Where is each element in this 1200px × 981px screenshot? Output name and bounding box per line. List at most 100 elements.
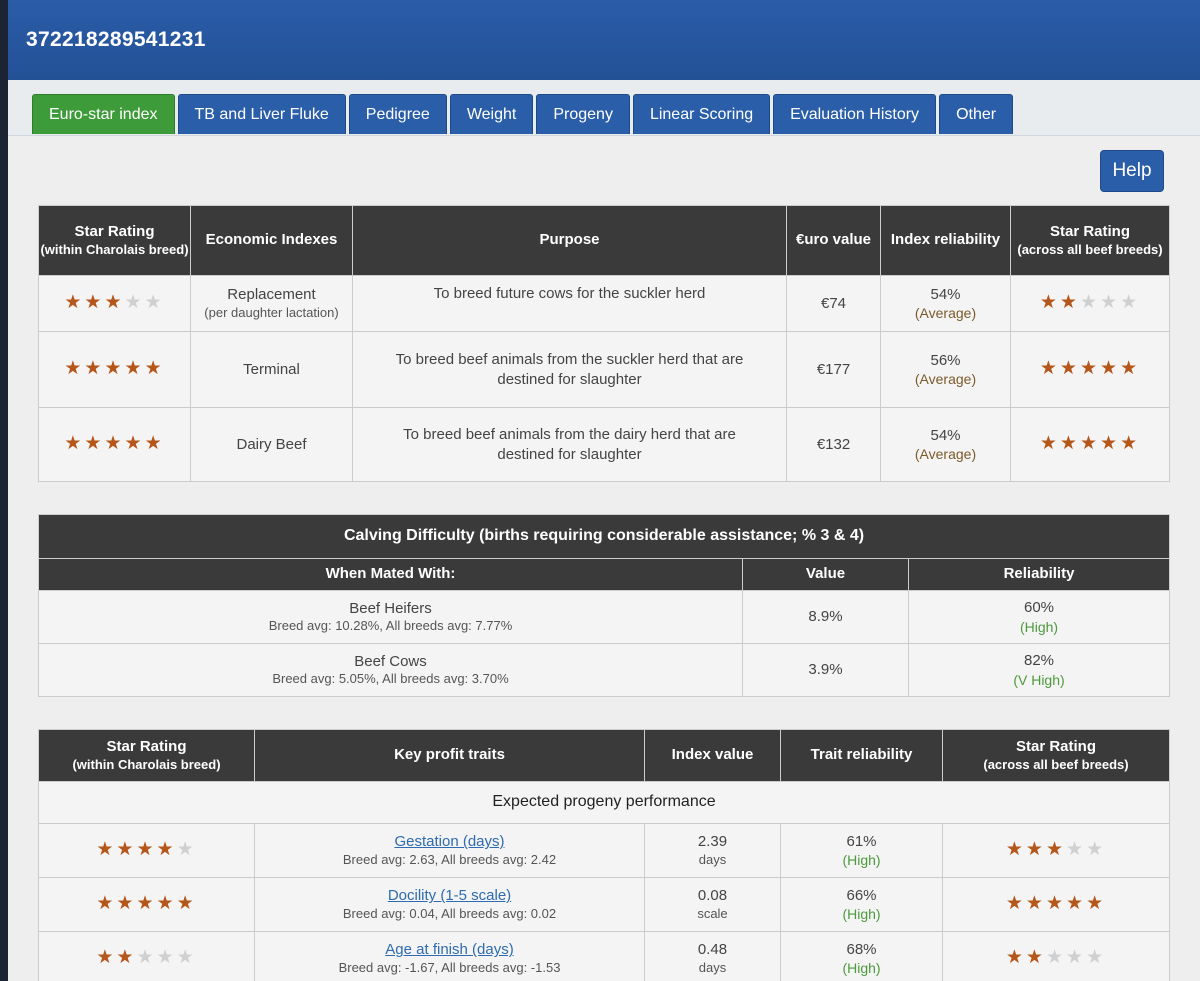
tab-evaluation-history[interactable]: Evaluation History [773, 94, 937, 134]
star-filled-icon: ★ [116, 893, 137, 915]
reliability-category: (High) [842, 960, 881, 977]
star-filled-icon: ★ [1066, 893, 1087, 915]
star-filled-icon: ★ [1039, 433, 1060, 455]
index-unit: scale [697, 905, 728, 921]
reliability-value: 54% [930, 285, 961, 303]
animal-id: 372218289541231 [26, 28, 206, 51]
app-window: 372218289541231 Euro-star index TB and L… [8, 0, 1200, 981]
reliability-value: 60% [1023, 599, 1055, 617]
tab-linear-scoring[interactable]: Linear Scoring [632, 94, 771, 134]
star-empty-icon: ★ [136, 947, 157, 969]
star-empty-icon: ★ [176, 839, 197, 861]
header-key-profit-traits: Key profit traits [254, 729, 645, 782]
star-empty-icon: ★ [1045, 947, 1067, 969]
star-filled-icon: ★ [1059, 292, 1080, 314]
star-empty-icon: ★ [1086, 839, 1107, 861]
index-unit: days [698, 851, 727, 867]
key-profit-traits-table: Star Rating (within Charolais breed) Key … [38, 729, 1170, 981]
star-filled-icon: ★ [64, 433, 85, 455]
reliability-category: (Average) [914, 371, 977, 388]
breed-average: Breed avg: 5.05%, All breeds avg: 3.70% [272, 671, 509, 687]
star-rating: ★★★★★ [96, 839, 196, 860]
trait-link-docility[interactable]: Docility (1-5 scale) [387, 887, 512, 905]
star-filled-icon: ★ [64, 358, 85, 380]
trait-link-age-at-finish[interactable]: Age at finish (days) [385, 941, 514, 959]
star-empty-icon: ★ [1086, 947, 1107, 969]
star-filled-icon: ★ [1039, 292, 1060, 314]
reliability-value: 61% [846, 832, 877, 850]
star-filled-icon: ★ [156, 839, 177, 861]
table-row: ★★★★★ Gestation (days) Breed avg: 2.63, A… [38, 823, 1170, 878]
euro-value: €74 [820, 294, 847, 312]
header-star-across: Star Rating (across all beef breeds) [942, 729, 1170, 782]
header-bar: 372218289541231 [8, 0, 1200, 80]
star-filled-icon: ★ [64, 292, 85, 314]
table-row: ★★★★★ Replacement (per daughter lactation… [38, 275, 1170, 332]
star-filled-icon: ★ [1086, 893, 1107, 915]
purpose-text: To breed beef animals from the suckler h… [395, 351, 744, 388]
tab-pedigree[interactable]: Pedigree [348, 94, 447, 134]
reliability-category: (V High) [1013, 671, 1065, 688]
star-rating: ★★★★★ [1006, 947, 1106, 968]
star-filled-icon: ★ [1059, 358, 1080, 380]
reliability-value: 56% [930, 351, 961, 369]
star-empty-icon: ★ [1066, 839, 1087, 861]
header-mated-with: When Mated With: [38, 558, 743, 591]
star-filled-icon: ★ [1005, 947, 1026, 969]
header-purpose: Purpose [352, 205, 787, 276]
star-filled-icon: ★ [84, 358, 105, 380]
reliability-category: (Average) [914, 446, 977, 463]
calving-value: 3.9% [808, 661, 843, 679]
star-filled-icon: ★ [136, 893, 157, 915]
star-filled-icon: ★ [1120, 358, 1141, 380]
reliability-value: 54% [930, 426, 961, 444]
star-rating: ★★★★★ [1006, 839, 1106, 860]
star-filled-icon: ★ [1025, 839, 1046, 861]
star-empty-icon: ★ [1079, 292, 1101, 314]
star-filled-icon: ★ [1120, 433, 1141, 455]
header-star-across: Star Rating (across all beef breeds) [1010, 205, 1170, 276]
star-rating: ★★★★★ [64, 292, 164, 313]
calving-difficulty-table: Calving Difficulty (births requiring con… [38, 514, 1170, 697]
star-filled-icon: ★ [104, 292, 125, 314]
star-empty-icon: ★ [156, 947, 177, 969]
tab-progeny[interactable]: Progeny [536, 94, 630, 134]
reliability-value: 66% [846, 886, 877, 904]
star-empty-icon: ★ [1120, 292, 1141, 314]
star-rating: ★★★★★ [1040, 292, 1140, 313]
index-name: Terminal [243, 360, 300, 378]
star-filled-icon: ★ [1079, 358, 1101, 380]
tab-tb-liver-fluke[interactable]: TB and Liver Fluke [177, 94, 346, 134]
header-value: Value [742, 558, 909, 591]
section-label: Expected progeny performance [38, 781, 1170, 824]
reliability-value: 82% [1023, 652, 1055, 670]
tab-other[interactable]: Other [939, 94, 1014, 134]
star-filled-icon: ★ [1025, 947, 1046, 969]
tab-euro-star-index[interactable]: Euro-star index [32, 94, 175, 134]
star-empty-icon: ★ [144, 292, 165, 314]
star-filled-icon: ★ [1100, 433, 1121, 455]
star-empty-icon: ★ [176, 947, 197, 969]
index-unit: days [698, 959, 727, 975]
index-value: 0.08 [697, 887, 728, 905]
calving-title: Calving Difficulty (births requiring con… [38, 514, 1170, 559]
trait-link-gestation[interactable]: Gestation (days) [394, 833, 505, 851]
help-button[interactable]: Help [1100, 150, 1164, 192]
star-rating: ★★★★★ [1040, 358, 1140, 379]
table-row: ★★★★★ Terminal To breed beef animals fro… [38, 331, 1170, 408]
header-star-within: Star Rating (within Charolais breed) [38, 729, 255, 782]
table-row: ★★★★★ Age at finish (days) Breed avg: -1.… [38, 931, 1170, 981]
purpose-text: To breed future cows for the suckler her… [433, 285, 706, 302]
header-star-within: Star Rating (within Charolais breed) [38, 205, 191, 276]
header-economic-indexes: Economic Indexes [190, 205, 353, 276]
breed-average: Breed avg: 0.04, All breeds avg: 0.02 [342, 905, 557, 921]
tab-weight[interactable]: Weight [449, 94, 534, 134]
reliability-category: (Average) [914, 305, 977, 322]
index-subtitle: (per daughter lactation) [204, 304, 339, 320]
star-filled-icon: ★ [104, 433, 125, 455]
star-filled-icon: ★ [96, 893, 117, 915]
star-rating: ★★★★★ [64, 358, 164, 379]
reliability-category: (High) [842, 906, 881, 923]
star-rating: ★★★★★ [96, 947, 196, 968]
star-filled-icon: ★ [1079, 433, 1101, 455]
